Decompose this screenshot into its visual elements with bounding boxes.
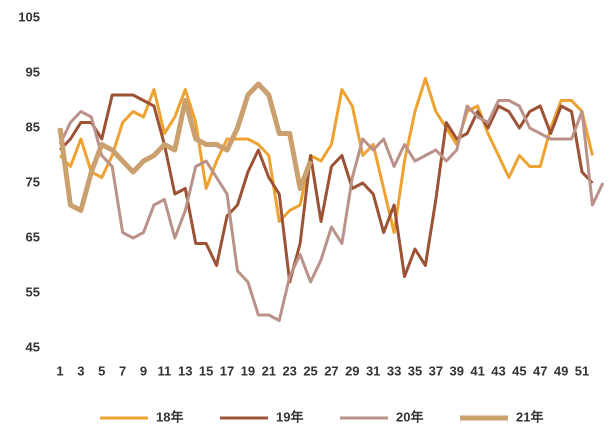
- x-tick-label: 15: [199, 363, 213, 378]
- x-tick-label: 17: [220, 363, 234, 378]
- y-tick-label: 55: [26, 284, 40, 299]
- x-tick-label: 37: [429, 363, 443, 378]
- legend-label: 20年: [396, 409, 423, 424]
- y-tick-label: 105: [18, 9, 40, 24]
- x-tick-label: 29: [345, 363, 359, 378]
- series-line: [57, 81, 313, 213]
- x-tick-label: 27: [324, 363, 338, 378]
- series-line: [58, 99, 605, 322]
- x-tick-label: 3: [77, 363, 84, 378]
- x-tick-label: 47: [533, 363, 547, 378]
- x-tick-label: 51: [575, 363, 589, 378]
- series-line: [58, 93, 594, 284]
- x-tick-label: 13: [178, 363, 192, 378]
- x-tick-label: 21: [262, 363, 276, 378]
- y-tick-label: 85: [26, 119, 40, 134]
- x-tick-label: 39: [449, 363, 463, 378]
- x-tick-label: 19: [241, 363, 255, 378]
- x-tick-label: 41: [470, 363, 484, 378]
- x-tick-label: 35: [408, 363, 422, 378]
- x-tick-label: 23: [282, 363, 296, 378]
- x-tick-label: 31: [366, 363, 380, 378]
- x-tick-label: 49: [554, 363, 568, 378]
- y-tick-label: 65: [26, 229, 40, 244]
- legend-label: 18年: [156, 409, 183, 424]
- x-tick-label: 11: [158, 363, 172, 378]
- y-tick-label: 45: [26, 339, 40, 354]
- x-tick-label: 45: [512, 363, 526, 378]
- x-tick-label: 25: [303, 363, 317, 378]
- x-tick-label: 33: [387, 363, 401, 378]
- y-tick-label: 75: [26, 174, 40, 189]
- y-tick-label: 95: [26, 64, 40, 79]
- x-tick-label: 9: [140, 363, 147, 378]
- x-tick-label: 5: [98, 363, 105, 378]
- x-tick-label: 1: [56, 363, 63, 378]
- legend-label: 21年: [516, 409, 543, 424]
- legend-label: 19年: [276, 409, 303, 424]
- x-tick-label: 43: [491, 363, 505, 378]
- x-tick-label: 7: [119, 363, 126, 378]
